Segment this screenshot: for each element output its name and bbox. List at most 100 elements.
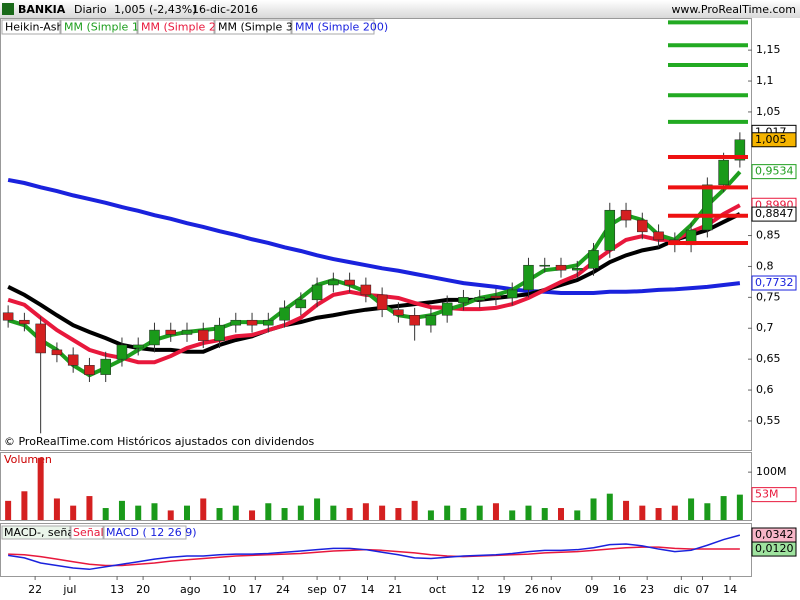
price-label-box bbox=[751, 132, 797, 148]
candle-body bbox=[506, 289, 518, 299]
x-tick-label: 09 bbox=[585, 583, 599, 596]
volume-bar bbox=[151, 503, 158, 520]
volume-bar bbox=[460, 508, 467, 520]
site: www.ProRealTime.com bbox=[671, 3, 796, 16]
x-tick-label: 13 bbox=[110, 583, 124, 596]
y-tick-label: 100M bbox=[756, 465, 787, 478]
series-line bbox=[7, 177, 741, 296]
candle-body bbox=[295, 299, 307, 309]
volume-bar bbox=[574, 510, 581, 520]
x-tick-label: 07 bbox=[695, 583, 709, 596]
candle-body bbox=[263, 319, 274, 326]
x-tick-label: 14 bbox=[723, 583, 737, 596]
legend-box bbox=[103, 525, 187, 540]
candle-body bbox=[376, 294, 388, 310]
volume-bar bbox=[704, 503, 711, 520]
legend-entry: MM (Simple 20) bbox=[141, 21, 227, 34]
candle-body bbox=[2, 312, 14, 321]
volume-bar bbox=[5, 500, 12, 520]
x-tick-label: 14 bbox=[360, 583, 374, 596]
volume-bar bbox=[541, 508, 548, 520]
volume-bar bbox=[86, 496, 93, 520]
annotation: © ProRealTime.com Históricos ajustados c… bbox=[4, 435, 315, 448]
volume-bar bbox=[118, 500, 125, 520]
x-tick-label: nov bbox=[541, 583, 562, 596]
candle-body bbox=[572, 268, 583, 271]
candle-body bbox=[181, 329, 193, 335]
volume-bar bbox=[606, 493, 613, 520]
legend-entry: MM (Simple 200) bbox=[295, 21, 388, 34]
y-tick-label: 0,8 bbox=[756, 259, 774, 272]
candle-body bbox=[637, 219, 648, 233]
volume-bar bbox=[53, 498, 60, 520]
candle-body bbox=[149, 329, 160, 346]
volume-bar bbox=[297, 505, 304, 520]
legend-box bbox=[214, 19, 292, 35]
candle-body bbox=[279, 307, 290, 321]
candle-body bbox=[653, 231, 664, 241]
price-label: 0,7732 bbox=[755, 276, 794, 289]
volume-bar bbox=[688, 498, 695, 520]
volume-bar bbox=[167, 510, 174, 520]
volume-panel bbox=[0, 452, 752, 521]
y-tick-label: 0,75 bbox=[756, 290, 781, 303]
x-tick-label: dic bbox=[673, 583, 689, 596]
price-label: 0,8847 bbox=[755, 207, 794, 220]
volume-bar bbox=[281, 508, 288, 520]
y-tick-label: 1,15 bbox=[756, 43, 781, 56]
candle-body bbox=[555, 264, 567, 271]
volume-bar bbox=[346, 508, 353, 520]
y-tick-label: 0,7 bbox=[756, 321, 774, 334]
volume-bar bbox=[411, 500, 418, 520]
period: Diario bbox=[74, 3, 107, 16]
legend-entry: Señal bbox=[73, 526, 104, 539]
volume-bar bbox=[314, 498, 321, 520]
header-icon bbox=[2, 3, 14, 15]
legend-box bbox=[1, 525, 71, 540]
legend-entry: MACD ( 12 26 9) bbox=[106, 526, 197, 539]
candle-body bbox=[214, 324, 225, 341]
candle-body bbox=[116, 344, 128, 360]
price-label-box bbox=[751, 541, 797, 557]
candle-body bbox=[328, 279, 339, 286]
volume-bar bbox=[558, 508, 564, 520]
series-line bbox=[7, 212, 741, 354]
volume-bar bbox=[184, 505, 190, 520]
candle-body bbox=[84, 365, 95, 375]
candle-body bbox=[51, 349, 63, 356]
legend-entry: Heikin-Ashi bbox=[5, 21, 67, 34]
y-tick-label: 0,85 bbox=[756, 229, 781, 242]
x-tick-label: 22 bbox=[28, 583, 42, 596]
candle-body bbox=[132, 344, 144, 349]
volume-bar bbox=[671, 505, 678, 520]
volume-bar bbox=[476, 505, 483, 520]
volume-bar bbox=[395, 508, 402, 520]
y-tick-label: 0,6 bbox=[756, 383, 774, 396]
candle-body bbox=[198, 329, 209, 341]
candle-body bbox=[734, 139, 746, 161]
candle-body bbox=[409, 315, 420, 326]
x-tick-label: 21 bbox=[388, 583, 402, 596]
x-tick-label: 19 bbox=[497, 583, 511, 596]
volume-bar bbox=[509, 510, 516, 520]
y-tick-label: 1,05 bbox=[756, 105, 781, 118]
price-label-box bbox=[751, 487, 797, 503]
price-label-box bbox=[751, 275, 797, 291]
candle-body bbox=[393, 309, 404, 316]
volume-bar bbox=[639, 505, 646, 520]
legend-entry: MM (Simple 10) bbox=[64, 21, 150, 34]
legend-entry: MM (Simple 30) bbox=[218, 21, 304, 34]
x-tick-label: jul bbox=[62, 583, 76, 596]
price-label: 0,9534 bbox=[755, 165, 794, 178]
volume-bar bbox=[655, 508, 662, 520]
volume-bar bbox=[525, 505, 532, 520]
main-panel bbox=[0, 18, 752, 451]
x-tick-label: 16 bbox=[613, 583, 627, 596]
volume-bar bbox=[249, 510, 256, 520]
series-line bbox=[8, 534, 741, 571]
x-tick-label: 10 bbox=[222, 583, 236, 596]
legend-box bbox=[1, 19, 61, 35]
price-label: 53M bbox=[755, 488, 779, 501]
volume-bar bbox=[330, 505, 337, 520]
x-tick-label: 07 bbox=[333, 583, 347, 596]
